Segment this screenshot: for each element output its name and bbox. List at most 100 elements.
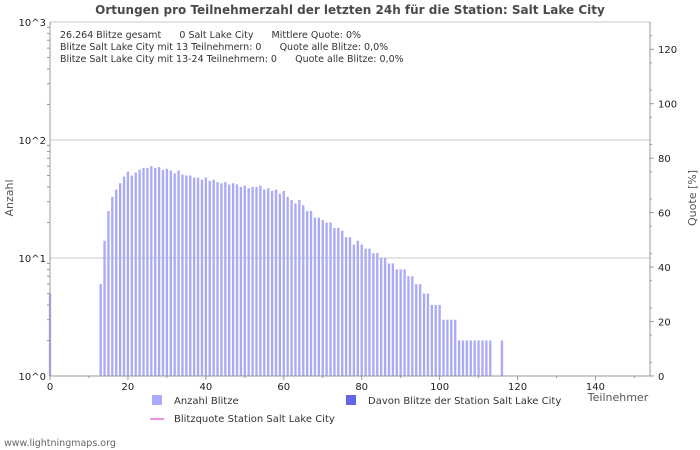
bar-total xyxy=(321,219,324,376)
bar-total xyxy=(263,189,266,376)
bar-total xyxy=(220,183,223,376)
x-tick-label: 0 xyxy=(47,382,53,393)
footer-site: www.lightningmaps.org xyxy=(4,438,116,449)
bar-total xyxy=(192,177,196,376)
bar-total xyxy=(259,185,262,376)
bar-total xyxy=(438,304,441,376)
bar-total xyxy=(302,205,305,376)
bar-total xyxy=(146,167,149,376)
bar-total xyxy=(294,203,297,376)
y2-tick-label: 120 xyxy=(658,45,677,56)
bar-total xyxy=(274,189,278,376)
bar-total xyxy=(329,222,332,376)
x-tick-label: 140 xyxy=(586,382,605,393)
y2-tick-label: 80 xyxy=(658,154,671,165)
y2-tick-label: 60 xyxy=(658,209,671,220)
bar-total xyxy=(454,319,457,376)
x-axis-label: Teilnehmer xyxy=(587,391,649,404)
bar-total xyxy=(239,186,243,376)
bar-total xyxy=(142,167,145,376)
bar-total xyxy=(469,340,472,376)
bar-total xyxy=(173,173,176,376)
bar-total xyxy=(270,190,274,376)
x-tick-label: 120 xyxy=(508,382,527,393)
bar-total xyxy=(235,184,239,376)
bar-total xyxy=(255,186,258,376)
legend-swatch-station xyxy=(346,395,356,405)
bar-total xyxy=(481,340,484,376)
bar-total xyxy=(426,293,430,376)
x-tick-label: 40 xyxy=(199,382,212,393)
bar-total xyxy=(309,211,313,376)
x-tick-label: 20 xyxy=(122,382,135,393)
bar-total xyxy=(224,182,227,376)
bar-total xyxy=(228,184,231,376)
bar-total xyxy=(208,180,211,376)
bar-total xyxy=(465,340,469,376)
chart-title: Ortungen pro Teilnehmerzahl der letzten … xyxy=(95,3,605,17)
bar-total xyxy=(415,284,418,376)
bar-total xyxy=(212,179,215,376)
info-line-1: 26.264 Blitze gesamt 0 Salt Lake City Mi… xyxy=(60,30,361,41)
bar-total xyxy=(126,171,130,376)
y2-tick-label: 0 xyxy=(658,372,664,383)
bar-total xyxy=(407,276,410,376)
bar-total xyxy=(181,174,184,376)
bar-total xyxy=(118,183,122,376)
bar-total xyxy=(286,196,289,376)
bar-total xyxy=(391,263,395,376)
bar-total xyxy=(157,167,161,376)
bar-total xyxy=(356,240,359,376)
bar-total xyxy=(341,230,344,376)
legend-swatch-total xyxy=(152,395,162,405)
bar-total xyxy=(422,293,426,376)
bar-total xyxy=(317,217,320,376)
bar-total xyxy=(325,222,328,376)
x-tick-label: 100 xyxy=(430,382,449,393)
y-tick-label: 10^2 xyxy=(19,136,46,147)
x-tick-label: 60 xyxy=(277,382,290,393)
bar-total xyxy=(305,211,309,376)
bar-total xyxy=(111,196,114,376)
bar-total xyxy=(380,258,383,376)
legend-label-station: Davon Blitze der Station Salt Lake City xyxy=(368,396,561,407)
bar-total xyxy=(177,170,180,376)
bar-total xyxy=(372,253,375,376)
bar-total xyxy=(387,263,391,376)
bar-total xyxy=(251,186,254,376)
bar-total xyxy=(150,166,153,376)
bar-total xyxy=(99,284,102,376)
bar-total xyxy=(154,167,157,376)
bar-total xyxy=(231,183,235,376)
bar-total xyxy=(313,217,317,376)
y2-tick-label: 40 xyxy=(658,263,671,274)
bar-total xyxy=(290,200,293,376)
bar-total xyxy=(122,176,126,376)
bar-total xyxy=(333,227,336,376)
bar-total xyxy=(298,200,301,376)
bar-total xyxy=(364,248,367,376)
bar-total xyxy=(376,253,379,376)
y2-ticks: 0 20 40 60 80 100 120 xyxy=(650,35,677,383)
y-ticks: 10^0 10^1 10^2 10^3 xyxy=(19,18,50,383)
bar-total xyxy=(477,340,480,376)
bar-total xyxy=(185,175,188,376)
bar-total xyxy=(103,240,106,376)
bar-total xyxy=(196,177,200,376)
bar-total xyxy=(352,244,356,376)
bar-total xyxy=(204,177,208,376)
bar-total xyxy=(411,276,414,376)
bar-total xyxy=(489,340,492,376)
bar-total xyxy=(395,269,398,376)
bar-total xyxy=(434,304,437,376)
bar-total xyxy=(360,244,363,376)
y2-tick-label: 20 xyxy=(658,318,671,329)
legend-label-quote: Blitzquote Station Salt Lake City xyxy=(174,414,335,425)
bar-total xyxy=(200,179,204,376)
bar-total xyxy=(216,182,219,376)
x-tick-label: 80 xyxy=(355,382,368,393)
bar-total xyxy=(344,237,348,376)
bar-total xyxy=(165,168,169,376)
y-axis-label: Anzahl xyxy=(3,179,16,216)
